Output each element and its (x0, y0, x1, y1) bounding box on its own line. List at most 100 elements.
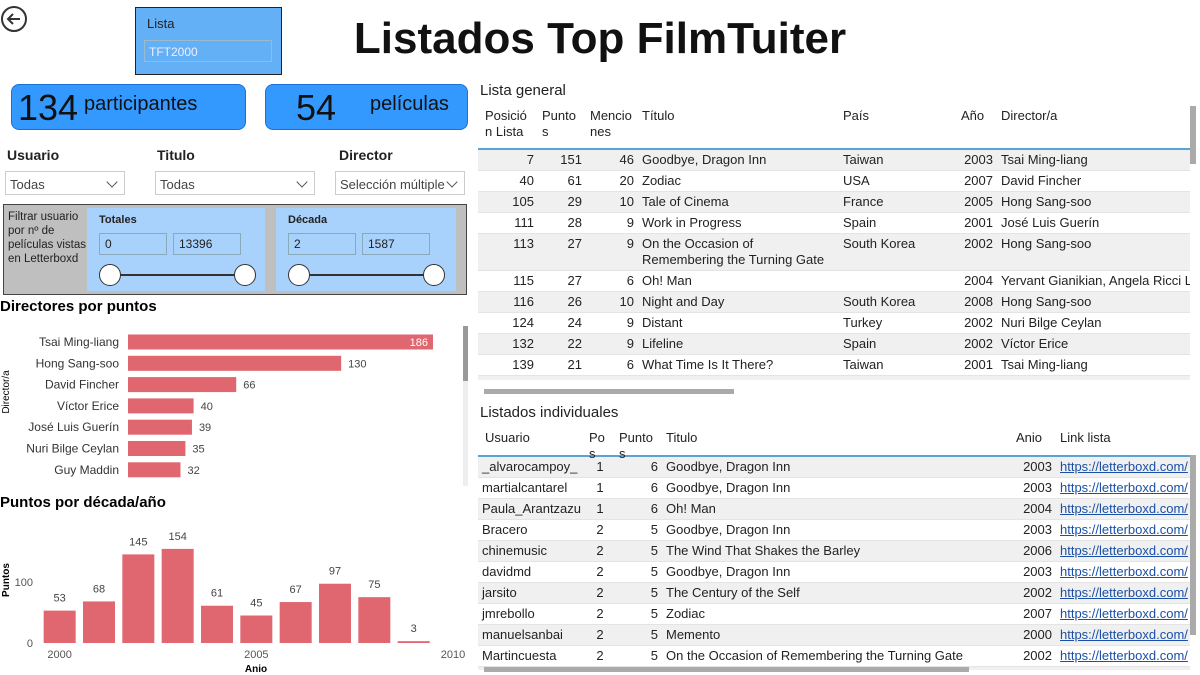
back-button[interactable] (0, 4, 30, 34)
filter-dropdown[interactable]: Todas (155, 171, 315, 195)
link[interactable]: https://letterboxd.com/ (1060, 606, 1188, 621)
cell-value: 9 (626, 315, 634, 330)
slider-min[interactable]: 2 (288, 233, 356, 255)
kpi-value: 134 (18, 87, 79, 128)
cell-value: 2 (596, 627, 604, 642)
cell-value: 24 (567, 315, 582, 330)
column-header: Link lista (1060, 430, 1111, 445)
cell-value: 5 (650, 648, 658, 663)
bar (128, 419, 192, 435)
value-label: 97 (329, 566, 341, 578)
table-row: 113 27 9 On the Occasion of Remembering the… (478, 234, 1190, 271)
link[interactable]: https://letterboxd.com/ (1060, 627, 1188, 642)
cell-value: 2 (596, 585, 604, 600)
cell-value: 46 (619, 152, 634, 167)
cell-value: 2 (596, 564, 604, 579)
link[interactable]: https://letterboxd.com/ (1060, 459, 1188, 474)
cell-value: Spain (843, 215, 877, 230)
slider-handle[interactable] (234, 264, 256, 286)
kpi-participants: 134 participantes (11, 84, 246, 130)
cell-value: 1 (596, 480, 604, 495)
table-row: 151196Russian ArkRussian Federation2002A… (478, 376, 1190, 380)
x-tick-label: 2000 (47, 649, 71, 661)
link[interactable]: https://letterboxd.com/ (1060, 585, 1188, 600)
link[interactable]: https://letterboxd.com/ (1060, 522, 1188, 537)
cell-value: 2002 (1023, 585, 1052, 600)
x-axis-label: Anio (245, 664, 267, 675)
link[interactable]: https://letterboxd.com/ (1060, 501, 1188, 516)
slider-handle[interactable] (423, 264, 445, 286)
cell-value: Spain (843, 336, 877, 351)
cell-value: Goodbye, Dragon Inn (666, 564, 791, 579)
column-header: Director/a (1001, 108, 1058, 123)
cell-value: 2002 (1023, 648, 1052, 663)
link[interactable]: https://letterboxd.com/ (1060, 480, 1188, 495)
link[interactable]: https://letterboxd.com/ (1060, 648, 1188, 663)
slider-handle[interactable] (288, 264, 310, 286)
filter-label: Usuario (7, 147, 60, 163)
cell-value: 115 (513, 273, 534, 288)
cell-value: Goodbye, Dragon Inn (666, 522, 791, 537)
slider-decada: Década 2 1587 (276, 208, 456, 291)
cell-value: 2004 (1023, 501, 1052, 516)
slider-handle[interactable] (99, 264, 121, 286)
bar (128, 355, 342, 371)
lista-dropdown[interactable]: TFT2000 (144, 40, 272, 62)
link[interactable]: https://letterboxd.com/ (1060, 543, 1188, 558)
table-title: Lista general (480, 82, 566, 99)
cell-value: 2003 (1023, 459, 1052, 474)
general-table: Lista general Posición Lista Puntos Mencion… (478, 80, 1190, 380)
category-label: Nuri Bilge Ceylan (26, 442, 119, 456)
cell-value: Hong Sang-soo (1001, 194, 1092, 209)
value-label: 130 (348, 358, 366, 370)
category-label: Víctor Erice (57, 399, 119, 413)
cell-value: 2003 (1023, 564, 1052, 579)
cell-value: 2002 (964, 236, 993, 251)
cell-value: Hong Sang-soo (1001, 236, 1092, 251)
table-row: Martincuesta 2 5 On the Occasion of Remembe… (478, 646, 1190, 667)
cell-value: 2002 (964, 315, 993, 330)
cell-value: 2004 (964, 273, 993, 288)
table-row: manuelsanbai 2 5 Memento 2000 https://letterb… (478, 625, 1190, 646)
cell-value: Memento (666, 627, 721, 642)
cell-value: 10 (619, 194, 634, 209)
bar (240, 615, 273, 643)
cell-value: South Korea (843, 294, 916, 309)
slider-totales: Totales 0 13396 (87, 208, 265, 291)
bar (319, 583, 351, 643)
cell-value: Aleksandr Sokurov (997, 376, 1190, 380)
column-header: Puntos (542, 108, 576, 139)
cell-value: 132 (512, 336, 534, 351)
page-title: Listados Top FilmTuiter (353, 14, 847, 63)
cell-value: The Wind That Shakes the Barley (666, 543, 861, 558)
slider-max[interactable]: 1587 (362, 233, 430, 255)
filter-dropdown[interactable]: Selección múltiple (335, 171, 465, 195)
cell-value: 10 (619, 294, 634, 309)
category-label: José Luis Guerín (28, 420, 119, 434)
link[interactable]: https://letterboxd.com/ (1056, 667, 1190, 670)
cell-value: 9 (626, 336, 634, 351)
value-label: 68 (93, 583, 105, 595)
column-header: Pos (589, 430, 605, 461)
cell-value: Tale of Cinema (642, 194, 729, 209)
cell-value: Russian Ark (638, 376, 839, 380)
cell-value: 124 (512, 315, 534, 330)
table-row: 111 28 9 Work in Progress Spain 2001 José Luis… (478, 213, 1190, 234)
slider-max[interactable]: 13396 (173, 233, 241, 255)
table-row: jarsito 2 5 The Century of the Self 2002 http… (478, 583, 1190, 604)
link[interactable]: https://letterboxd.com/ (1060, 564, 1188, 579)
slider-min[interactable]: 0 (99, 233, 167, 255)
slider-panel: Filtrar usuario por nº de películas vist… (3, 204, 467, 295)
cell-value: 61 (567, 173, 582, 188)
filter-dropdown[interactable]: Todas (5, 171, 125, 195)
cell-value: 2003 (1023, 522, 1052, 537)
cell-value: 27 (567, 273, 582, 288)
bar (161, 548, 194, 643)
cell-value: USA (843, 173, 870, 188)
table-row: 7 151 46 Goodbye, Dragon Inn Taiwan 2003 Tsai … (478, 150, 1190, 171)
cell-value: 5 (650, 522, 658, 537)
category-label: Tsai Ming-liang (39, 335, 119, 349)
cell-value: 6 (650, 459, 658, 474)
table-row: Bracero 2 5 Goodbye, Dragon Inn 2003 https://… (478, 520, 1190, 541)
table-body: Posición Lista Puntos Menciones Título País A… (478, 106, 1190, 380)
